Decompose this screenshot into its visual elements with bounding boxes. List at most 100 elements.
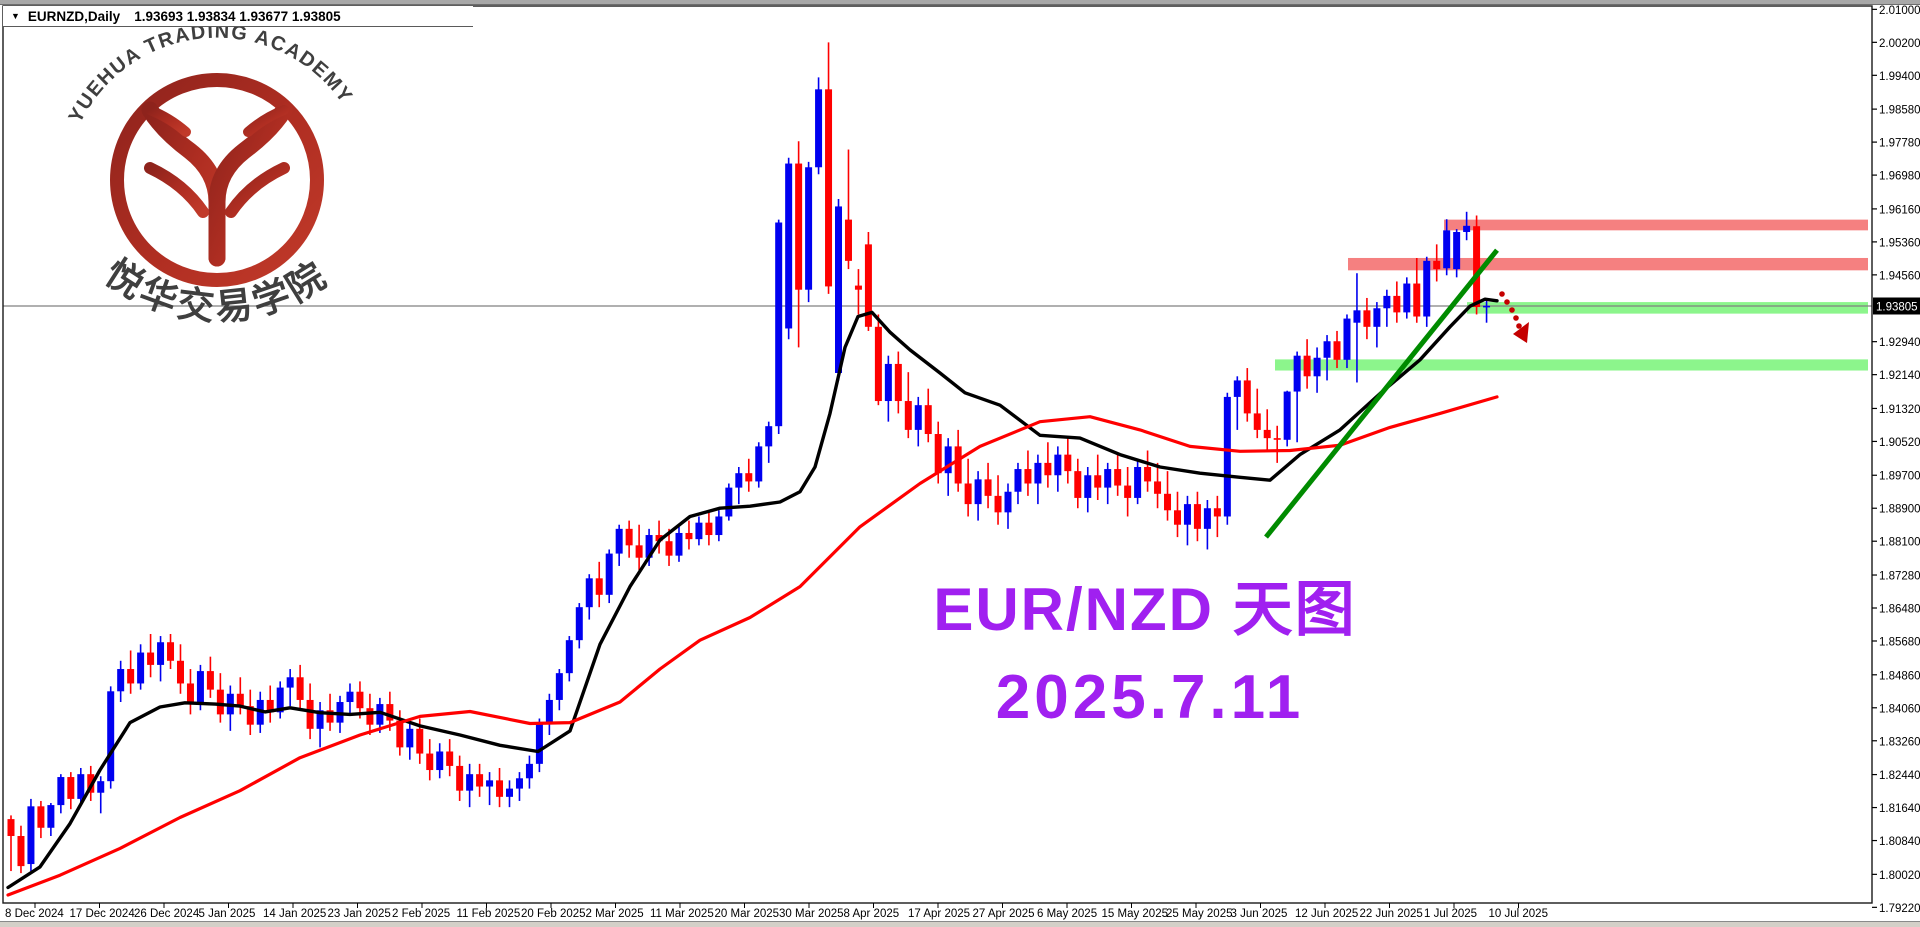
candle-bull [1453, 231, 1461, 270]
logo-ring [110, 73, 324, 287]
candle-bear [366, 708, 374, 725]
candle-bull [436, 751, 444, 771]
time-tick-label: 17 Dec 2024 [70, 908, 136, 920]
arrow-dot [1509, 307, 1515, 313]
candle-bear [426, 753, 434, 771]
time-tick-label: 11 Feb 2025 [457, 908, 521, 920]
candle-bull [1373, 308, 1381, 327]
ohlc-quote-readout: 1.93693 1.93834 1.93677 1.93805 [134, 8, 341, 24]
chevron-down-icon[interactable]: ▼ [11, 11, 20, 21]
candle-bull [715, 516, 723, 536]
price-tick-label: 1.98580 [1879, 105, 1920, 117]
window-top-frame [0, 0, 1920, 5]
candle-bull [675, 532, 683, 556]
candle-bear [1303, 355, 1311, 377]
candle-bear [496, 780, 504, 797]
time-tick-label: 5 Jan 2025 [199, 908, 256, 920]
candle-bear [635, 545, 643, 558]
time-tick-label: 23 Jan 2025 [328, 908, 391, 920]
window-bottom-frame [0, 921, 1920, 927]
candle-bull [1223, 396, 1231, 517]
candle-bull [1383, 295, 1391, 309]
candle-bear [1173, 510, 1181, 525]
candle-bull [316, 710, 324, 729]
candle-bull [555, 673, 563, 700]
candle-bear [1473, 226, 1481, 308]
candle-bull [1283, 391, 1291, 440]
candle-bear [416, 728, 424, 754]
candle-bear [1253, 413, 1261, 430]
candle-bear [595, 578, 603, 595]
candle-bull [525, 763, 533, 779]
price-tick-label: 1.97780 [1879, 138, 1920, 150]
candle-bear [625, 528, 633, 546]
candle-bull [1084, 475, 1092, 498]
candle-bear [1114, 469, 1122, 486]
time-axis[interactable]: 8 Dec 2024 17 Dec 2024 26 Dec 2024 5 Jan 20… [5, 903, 1548, 920]
candle-bull [515, 778, 523, 789]
candle-bull [1183, 504, 1191, 525]
candle-bear [37, 806, 45, 828]
price-tick-label: 1.92140 [1879, 370, 1920, 382]
time-tick-label: 17 Apr 2025 [908, 908, 970, 920]
arrow-dot [1513, 315, 1519, 321]
price-tick-label: 1.83260 [1879, 736, 1920, 748]
candle-bull [565, 640, 573, 674]
price-tick-label: 1.88900 [1879, 504, 1920, 516]
sell-arrow-annotation [1499, 291, 1529, 343]
candle-bear [994, 495, 1002, 513]
candle-bear [854, 285, 862, 290]
arrow-head-icon [1513, 322, 1529, 343]
price-tick-label: 1.90520 [1879, 437, 1920, 449]
time-tick-label: 11 Mar 2025 [650, 908, 714, 920]
candles-layer [7, 42, 1491, 874]
candle-bear [1154, 481, 1162, 494]
candle-bear [306, 699, 314, 729]
chart-title-bar: ▼ EURNZD,Daily 1.93693 1.93834 1.93677 1… [3, 6, 473, 27]
time-tick-label: 25 May 2025 [1166, 908, 1233, 920]
candle-bear [1164, 493, 1172, 511]
candle-bear [864, 244, 872, 327]
candle-bear [705, 522, 713, 536]
candle-bull [575, 607, 583, 641]
time-tick-label: 30 Mar 2025 [779, 908, 844, 920]
annotation-line1: EUR/NZD 天图 [933, 576, 1356, 643]
price-tag-value: 1.93805 [1876, 302, 1918, 314]
candle-bull [775, 222, 783, 427]
price-axis[interactable]: 2.01000 2.00200 1.99400 1.98580 1.97780 1.969… [1872, 5, 1920, 915]
candle-bear [206, 671, 214, 690]
ascending-trendline [1264, 248, 1499, 539]
chart-annotation: EUR/NZD 天图 2025.7.11 [933, 576, 1356, 732]
candle-bull [785, 163, 793, 329]
arrow-dot [1499, 291, 1505, 297]
support-zone-lower [1275, 359, 1868, 371]
candle-bull [1034, 462, 1042, 484]
candle-bull [805, 167, 813, 290]
candle-bear [456, 765, 464, 791]
candle-bear [1044, 462, 1052, 476]
candle-bull [346, 691, 354, 703]
candle-bull [77, 774, 85, 799]
candle-bear [127, 669, 135, 684]
candle-bear [476, 774, 484, 787]
time-tick-label: 2 Feb 2025 [392, 908, 450, 920]
candle-bear [1363, 310, 1371, 327]
candle-bear [1024, 469, 1032, 484]
candle-bull [835, 206, 843, 373]
price-tick-label: 1.94560 [1879, 270, 1920, 282]
time-tick-label: 10 Jul 2025 [1489, 908, 1548, 920]
candle-bull [1403, 283, 1411, 313]
candle-bull [1134, 467, 1142, 498]
candle-bull [406, 728, 414, 748]
resistance-zone-upper [1444, 219, 1868, 231]
time-tick-label: 26 Dec 2024 [134, 908, 200, 920]
candle-bear [176, 660, 184, 684]
price-tick-label: 2.00200 [1879, 38, 1920, 50]
candle-bull [884, 363, 892, 402]
candle-bear [1263, 429, 1271, 439]
candle-bull [157, 642, 165, 665]
candle-bull [735, 473, 743, 488]
candle-bull [725, 487, 733, 517]
